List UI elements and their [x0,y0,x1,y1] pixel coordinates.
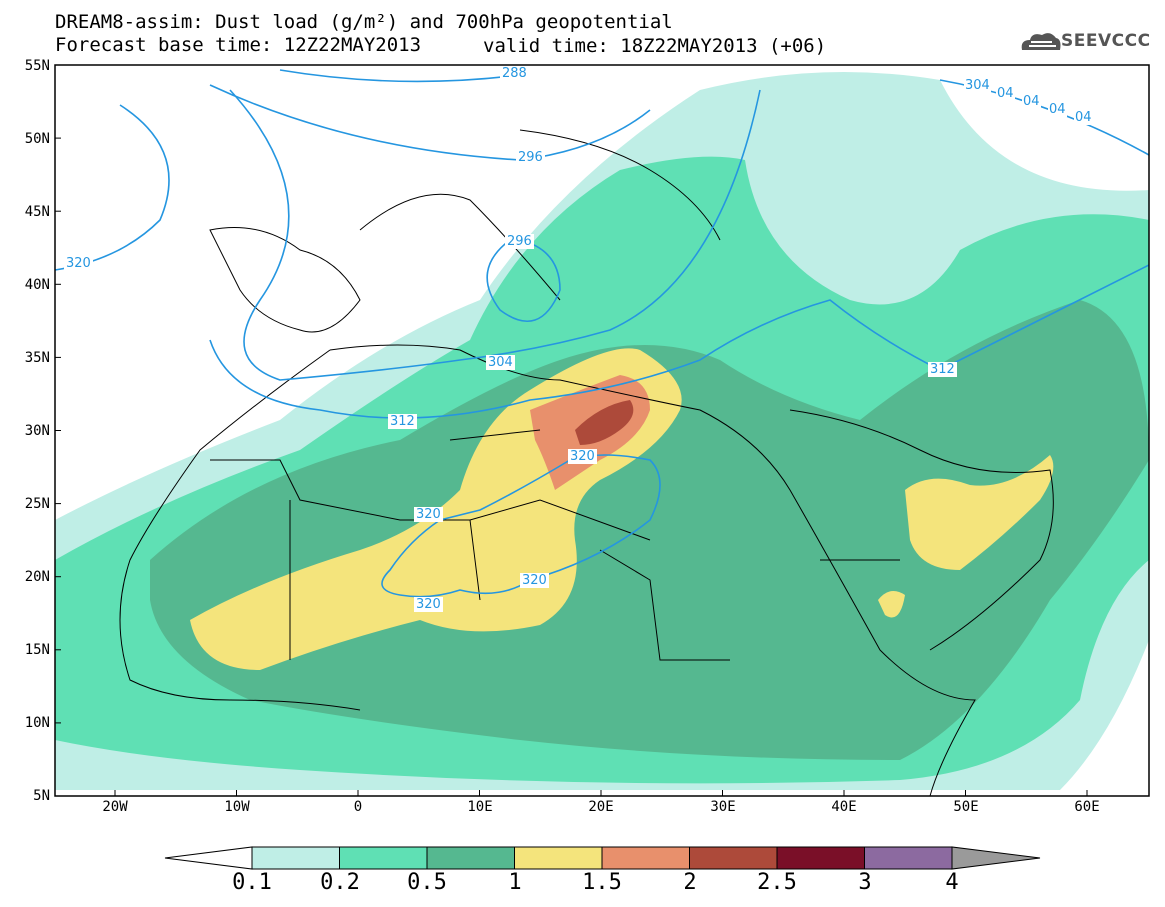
colorbar-label: 1.5 [582,870,622,895]
contour-label: 04 [1022,94,1041,109]
contour-label: 296 [516,150,545,165]
contour-304 [229,89,761,381]
colorbar-cell [426,846,515,870]
dust-region-yellow-arabia [905,455,1054,570]
colorbar-cell [864,846,953,870]
contour-label: 304 [486,355,515,370]
contour-label: 04 [996,86,1015,101]
lon-label: 40E [831,799,857,815]
colorbar [164,846,1041,870]
colorbar-label: 0.1 [232,870,272,895]
contour-label: 320 [414,597,443,612]
lat-label: 40N [24,277,50,293]
lon-label: 20W [102,799,128,815]
lat-label: 20N [24,569,50,585]
contour-label: 320 [568,449,597,464]
lon-label: 10E [467,799,493,815]
logo-text: SEEVCCC [1061,31,1151,51]
contour-label: 320 [414,507,443,522]
lat-label: 15N [24,642,50,658]
contour-label: 312 [388,414,417,429]
lat-label: 35N [24,350,50,366]
lon-label: 20E [588,799,614,815]
colorbar-label: 0.5 [407,870,447,895]
colorbar-label: 0.2 [320,870,360,895]
dust-region-brown [575,400,634,445]
coastline-europe [209,129,721,333]
contour-label: 304 [964,78,991,93]
lon-label: 10W [224,799,250,815]
contour-label: 320 [520,573,549,588]
colorbar-right-arrow [951,846,1041,870]
colorbar-cell [514,846,603,870]
lat-label: 25N [24,496,50,512]
lat-label: 5N [33,788,50,804]
dust-region-yellow-yemen [878,591,905,618]
contour-label: 320 [64,256,93,271]
lat-label: 50N [24,131,50,147]
colorbar-cell [251,846,340,870]
contour-label: 288 [500,66,529,81]
lon-label: 50E [953,799,979,815]
border-lines [210,429,900,661]
dust-region-high [150,300,1149,760]
lat-label: 30N [24,423,50,439]
forecast-base-time: Forecast base time: 12Z22MAY2013 [55,34,422,56]
cloud-icon [1021,33,1061,50]
lon-label: 30E [710,799,736,815]
colorbar-label: 2.5 [757,870,797,895]
colorbar-label: 4 [945,870,959,895]
lat-label: 55N [24,58,50,74]
colorbar-cell [339,846,428,870]
contour-label: 04 [1048,102,1067,117]
lat-label: 45N [24,204,50,220]
contour-label: 04 [1074,110,1093,125]
lon-label: 60E [1074,799,1100,815]
contour-label: 296 [505,234,534,249]
colorbar-label: 2 [683,870,697,895]
contour-288 [279,69,521,83]
coastline-africa [119,344,976,796]
map-title: DREAM8-assim: Dust load (g/m²) and 700hP… [55,11,673,33]
coastline-arabia [789,409,1054,651]
colorbar-label: 1 [508,870,522,895]
lon-label: 0 [353,799,363,815]
colorbar-label: 3 [858,870,872,895]
colorbar-cell [776,846,865,870]
colorbar-left-arrow [164,846,253,870]
colorbar-cell [601,846,690,870]
lat-label: 10N [24,715,50,731]
contour-320-west [55,104,170,271]
contour-label: 312 [928,362,957,377]
colorbar-cell [689,846,778,870]
valid-time: valid time: 18Z22MAY2013 (+06) [483,35,827,57]
contour-296 [209,84,651,322]
